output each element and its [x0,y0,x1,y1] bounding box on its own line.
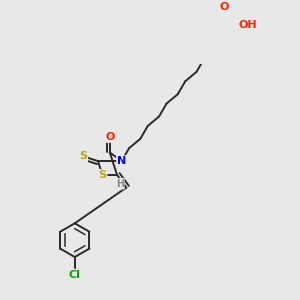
Text: O: O [220,2,229,12]
Text: OH: OH [238,20,257,30]
Text: S: S [79,151,87,161]
Text: N: N [117,156,126,166]
Text: Cl: Cl [69,270,81,280]
Text: S: S [98,170,106,180]
Text: O: O [105,132,115,142]
Text: H: H [116,179,124,189]
